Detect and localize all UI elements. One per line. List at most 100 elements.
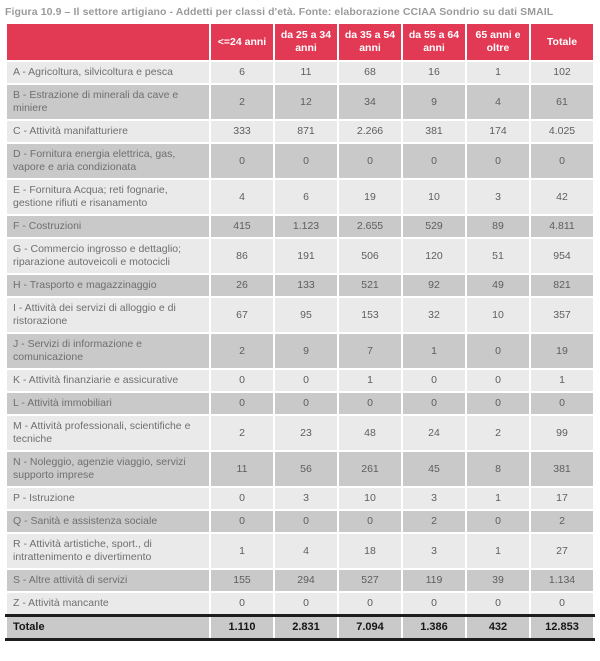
value-cell: 9 xyxy=(401,83,467,121)
value-cell: 4.025 xyxy=(529,119,595,144)
value-cell: 506 xyxy=(337,237,403,275)
value-cell: 4 xyxy=(273,532,339,570)
value-cell: 1.123 xyxy=(273,214,339,239)
total-value-cell: 12.853 xyxy=(529,614,595,641)
column-header: <=24 anni xyxy=(209,22,275,62)
value-cell: 68 xyxy=(337,60,403,85)
value-cell: 0 xyxy=(337,509,403,534)
table-row: B - Estrazione di minerali da cave e min… xyxy=(5,83,595,121)
value-cell: 6 xyxy=(273,178,339,216)
row-label-cell: J - Servizi di informazione e comunicazi… xyxy=(5,332,211,370)
value-cell: 34 xyxy=(337,83,403,121)
value-cell: 56 xyxy=(273,450,339,488)
value-cell: 381 xyxy=(529,450,595,488)
value-cell: 0 xyxy=(209,368,275,393)
value-cell: 2 xyxy=(465,414,531,452)
value-cell: 67 xyxy=(209,296,275,334)
value-cell: 0 xyxy=(273,509,339,534)
value-cell: 294 xyxy=(273,568,339,593)
value-cell: 2 xyxy=(209,414,275,452)
total-value-cell: 2.831 xyxy=(273,614,339,641)
total-row-label: Totale xyxy=(5,614,211,641)
value-cell: 32 xyxy=(401,296,467,334)
value-cell: 2.266 xyxy=(337,119,403,144)
value-cell: 119 xyxy=(401,568,467,593)
value-cell: 39 xyxy=(465,568,531,593)
value-cell: 357 xyxy=(529,296,595,334)
value-cell: 0 xyxy=(209,591,275,617)
row-label-cell: N - Noleggio, agenzie viaggio, servizi s… xyxy=(5,450,211,488)
row-label-cell: R - Attività artistiche, sport., di intr… xyxy=(5,532,211,570)
value-cell: 0 xyxy=(465,368,531,393)
value-cell: 415 xyxy=(209,214,275,239)
age-class-table: <=24 anni da 25 a 34 anni da 35 a 54 anni d… xyxy=(5,22,595,641)
value-cell: 61 xyxy=(529,83,595,121)
value-cell: 4 xyxy=(209,178,275,216)
value-cell: 0 xyxy=(401,142,467,180)
value-cell: 0 xyxy=(209,142,275,180)
table-row: C - Attività manifatturiere 333 871 2.266 38… xyxy=(5,119,595,144)
table-row: I - Attività dei servizi di alloggio e d… xyxy=(5,296,595,334)
table-row: H - Trasporto e magazzinaggio 26 133 521 92 4… xyxy=(5,273,595,298)
value-cell: 4.811 xyxy=(529,214,595,239)
table-row: N - Noleggio, agenzie viaggio, servizi s… xyxy=(5,450,595,488)
value-cell: 8 xyxy=(465,450,531,488)
value-cell: 51 xyxy=(465,237,531,275)
value-cell: 0 xyxy=(401,591,467,617)
value-cell: 0 xyxy=(273,391,339,416)
value-cell: 89 xyxy=(465,214,531,239)
value-cell: 2 xyxy=(529,509,595,534)
value-cell: 0 xyxy=(465,332,531,370)
value-cell: 0 xyxy=(337,591,403,617)
value-cell: 1 xyxy=(465,532,531,570)
value-cell: 0 xyxy=(465,591,531,617)
value-cell: 1 xyxy=(209,532,275,570)
value-cell: 0 xyxy=(529,591,595,617)
value-cell: 1 xyxy=(401,332,467,370)
column-header: da 35 a 54 anni xyxy=(337,22,403,62)
value-cell: 1 xyxy=(337,368,403,393)
row-label-cell: I - Attività dei servizi di alloggio e d… xyxy=(5,296,211,334)
table-row: Q - Sanità e assistenza sociale 0 0 0 2 0 2 xyxy=(5,509,595,534)
value-cell: 95 xyxy=(273,296,339,334)
row-label-cell: C - Attività manifatturiere xyxy=(5,119,211,144)
row-label-cell: M - Attività professionali, scientifiche… xyxy=(5,414,211,452)
value-cell: 86 xyxy=(209,237,275,275)
table-row: P - Istruzione 0 3 10 3 1 17 xyxy=(5,486,595,511)
value-cell: 3 xyxy=(401,532,467,570)
value-cell: 0 xyxy=(209,486,275,511)
value-cell: 527 xyxy=(337,568,403,593)
row-label-cell: Q - Sanità e assistenza sociale xyxy=(5,509,211,534)
value-cell: 333 xyxy=(209,119,275,144)
value-cell: 9 xyxy=(273,332,339,370)
value-cell: 27 xyxy=(529,532,595,570)
table-row: D - Fornitura energia elettrica, gas, va… xyxy=(5,142,595,180)
row-label-cell: E - Fornitura Acqua; reti fognarie, gest… xyxy=(5,178,211,216)
value-cell: 6 xyxy=(209,60,275,85)
value-cell: 10 xyxy=(465,296,531,334)
value-cell: 155 xyxy=(209,568,275,593)
value-cell: 1 xyxy=(465,60,531,85)
total-value-cell: 7.094 xyxy=(337,614,403,641)
value-cell: 153 xyxy=(337,296,403,334)
total-row: Totale 1.110 2.831 7.094 1.386 432 12.853 xyxy=(5,614,595,641)
value-cell: 11 xyxy=(209,450,275,488)
value-cell: 0 xyxy=(465,142,531,180)
table-row: E - Fornitura Acqua; reti fognarie, gest… xyxy=(5,178,595,216)
row-label-cell: D - Fornitura energia elettrica, gas, va… xyxy=(5,142,211,180)
row-label-cell: B - Estrazione di minerali da cave e min… xyxy=(5,83,211,121)
value-cell: 133 xyxy=(273,273,339,298)
value-cell: 42 xyxy=(529,178,595,216)
value-cell: 0 xyxy=(401,368,467,393)
value-cell: 19 xyxy=(529,332,595,370)
row-label-cell: H - Trasporto e magazzinaggio xyxy=(5,273,211,298)
value-cell: 3 xyxy=(465,178,531,216)
row-label-cell: A - Agricoltura, silvicoltura e pesca xyxy=(5,60,211,85)
value-cell: 381 xyxy=(401,119,467,144)
value-cell: 18 xyxy=(337,532,403,570)
table-row: R - Attività artistiche, sport., di intr… xyxy=(5,532,595,570)
table-body: A - Agricoltura, silvicoltura e pesca 6 11… xyxy=(5,60,595,617)
row-label-cell: F - Costruzioni xyxy=(5,214,211,239)
table-header: <=24 anni da 25 a 34 anni da 35 a 54 anni d… xyxy=(5,22,595,62)
value-cell: 99 xyxy=(529,414,595,452)
